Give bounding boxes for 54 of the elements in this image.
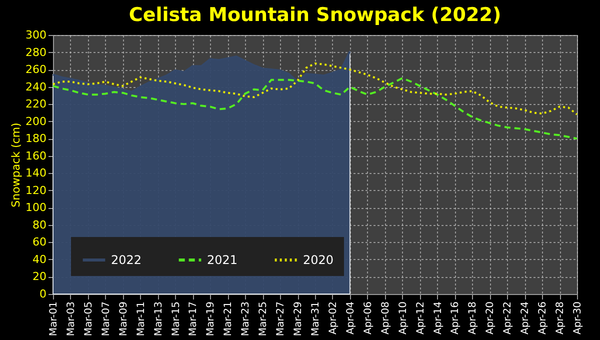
x-tick-label: Mar-01 bbox=[48, 302, 60, 336]
x-tick-label: Apr-04 bbox=[345, 302, 356, 334]
x-tick-label: Mar-27 bbox=[276, 302, 287, 336]
y-axis-title: Snowpack (cm) bbox=[10, 122, 23, 208]
x-tick-label: Apr-28 bbox=[555, 302, 566, 334]
y-tick-label: 80 bbox=[32, 218, 46, 232]
y-tick-label: 180 bbox=[26, 132, 46, 146]
y-tick-label: 300 bbox=[26, 28, 46, 42]
line-series bbox=[52, 62, 578, 116]
x-tick-label: Mar-07 bbox=[100, 302, 112, 336]
x-tick-label: Mar-03 bbox=[66, 302, 77, 336]
x-tick-label: Apr-06 bbox=[362, 302, 374, 334]
x-tick-label: Mar-13 bbox=[153, 302, 164, 336]
y-tick-label: 140 bbox=[26, 166, 46, 180]
x-tick-label: Apr-26 bbox=[538, 302, 549, 334]
x-tick-label: Apr-12 bbox=[415, 302, 426, 334]
x-tick-label: Apr-24 bbox=[520, 302, 532, 334]
x-tick-label: Apr-14 bbox=[432, 302, 444, 334]
chart-title: Celista Mountain Snowpack (2022) bbox=[128, 4, 502, 26]
y-tick-label: 280 bbox=[26, 46, 46, 59]
x-tick-label: Apr-20 bbox=[485, 302, 496, 334]
x-tick-label: Mar-31 bbox=[310, 302, 322, 336]
legend-label: 2022 bbox=[111, 253, 142, 267]
x-tick-label: Apr-02 bbox=[328, 302, 339, 334]
x-tick-label: Mar-21 bbox=[223, 302, 234, 336]
x-tick-label: Mar-09 bbox=[118, 302, 130, 336]
x-tick-label: Mar-19 bbox=[206, 302, 217, 336]
y-tick-label: 100 bbox=[26, 201, 46, 214]
x-tick-label: Apr-22 bbox=[502, 302, 514, 334]
x-tick-label: Apr-16 bbox=[450, 302, 462, 334]
y-tick-label: 220 bbox=[26, 98, 46, 111]
legend-label: 2021 bbox=[207, 253, 238, 267]
x-tick-label: Apr-10 bbox=[398, 302, 409, 334]
legend-label: 2020 bbox=[303, 253, 334, 267]
x-tick-label: Mar-25 bbox=[258, 302, 270, 336]
x-tick-label: Mar-05 bbox=[83, 302, 94, 336]
line-series bbox=[52, 77, 578, 140]
x-tick-label: Apr-18 bbox=[468, 302, 479, 334]
x-tick-label: Mar-17 bbox=[188, 302, 200, 336]
x-tick-label: Mar-11 bbox=[136, 302, 147, 336]
y-tick-label: 160 bbox=[26, 149, 46, 162]
y-tick-label: 0 bbox=[40, 288, 46, 300]
x-tick-label: Apr-08 bbox=[380, 302, 392, 334]
y-tick-label: 120 bbox=[26, 184, 46, 197]
y-tick-label: 200 bbox=[26, 114, 46, 128]
y-tick-label: 260 bbox=[26, 63, 46, 76]
y-tick-label: 20 bbox=[32, 270, 46, 284]
x-tick-label: Apr-30 bbox=[572, 302, 584, 334]
x-tick-label: Mar-23 bbox=[240, 302, 252, 336]
x-tick-label: Mar-15 bbox=[170, 302, 182, 336]
y-tick-label: 240 bbox=[26, 80, 46, 94]
y-tick-label: 40 bbox=[32, 252, 46, 266]
y-tick-label: 60 bbox=[32, 236, 46, 249]
x-tick-label: Mar-29 bbox=[293, 302, 304, 336]
